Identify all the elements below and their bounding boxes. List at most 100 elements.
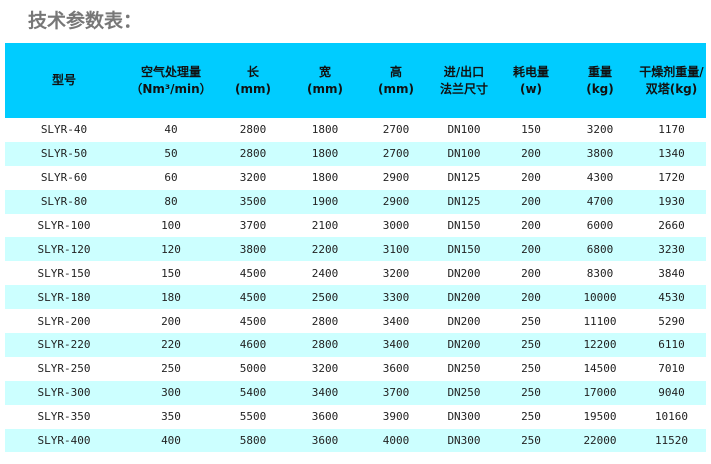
table-cell: 12200	[563, 333, 637, 357]
table-cell: SLYR-120	[5, 237, 123, 262]
table-cell: 1720	[658, 171, 685, 185]
table-cell: 3200	[586, 123, 614, 137]
table-cell: 40	[164, 123, 178, 137]
table-cell: SLYR-180	[5, 285, 123, 310]
table-cell: 1900	[287, 189, 363, 214]
table-cell: 2700	[363, 141, 429, 166]
column-header: 高 (mm)	[363, 43, 429, 118]
table-cell: 6000	[586, 219, 614, 232]
table-cell: 2900	[363, 189, 429, 214]
table-cell: 1930	[637, 189, 706, 214]
column-header-l2: (w)	[519, 81, 543, 96]
table-cell: 200	[521, 171, 541, 185]
table-cell: 220	[123, 333, 219, 357]
table-cell: 5400	[219, 380, 287, 405]
column-header-l2: (mm)	[378, 81, 414, 96]
table-row: SLYR-180 180 4500 2500 3300 DN200 200 10000 4530	[5, 285, 706, 310]
table-cell: 3200	[239, 171, 267, 185]
column-header-l2: (mm)	[307, 81, 343, 96]
table-cell: 2660	[658, 219, 685, 232]
table-cell: 80	[123, 189, 219, 214]
table-row: SLYR-400 400 5800 3600 4000 DN300 250 22000 1152…	[5, 428, 706, 453]
column-header: 空气处理量 （Nm³/min）	[123, 43, 219, 118]
table-cell: 6110	[637, 333, 706, 357]
table-cell: 3300	[363, 285, 429, 310]
column-header-l1: 干燥剂重量/	[639, 64, 704, 79]
table-cell: 1170	[658, 123, 685, 137]
table-cell: DN150	[447, 219, 481, 232]
table-cell: 250	[499, 428, 563, 453]
table-cell: DN250	[447, 362, 481, 376]
table-cell: 3400	[287, 380, 363, 405]
table-cell: 3200	[382, 266, 410, 280]
table-cell: 200	[521, 266, 541, 280]
column-header-l1: 耗电量	[512, 64, 549, 79]
table-row: SLYR-150 150 4500 2400 3200 DN200 200 8300 3840	[5, 261, 706, 285]
table-cell: 3840	[658, 266, 685, 280]
column-header-l1: 进/出口	[443, 64, 485, 79]
table-cell: 1800	[311, 123, 339, 137]
table-cell: 350	[161, 410, 181, 424]
table-cell: DN150	[429, 237, 499, 262]
table-cell: 180	[123, 285, 219, 310]
column-header: 干燥剂重量/双塔(kg)	[637, 43, 706, 118]
table-cell: 250	[521, 314, 541, 328]
column-header: 进/出口 法兰尺寸	[429, 43, 499, 118]
table-cell: 5000	[239, 362, 267, 376]
table-cell: 9040	[637, 380, 706, 405]
table-cell: DN125	[429, 189, 499, 214]
table-cell: 2500	[287, 285, 363, 310]
table-cell: 200	[499, 141, 563, 166]
table-cell: 120	[123, 237, 219, 262]
column-header-l1: 型号	[51, 73, 76, 87]
table-row: SLYR-200 200 4500 2800 3400 DN200 250 11100 5290	[5, 309, 706, 333]
table-row: SLYR-350 350 5500 3600 3900 DN300 250 19500 1016…	[5, 405, 706, 429]
table-cell: 2900	[382, 171, 410, 185]
table-cell: 4530	[637, 285, 706, 310]
table-cell: 1800	[311, 171, 339, 185]
table-cell: 2200	[287, 237, 363, 262]
column-header-l1: 长	[246, 64, 259, 79]
table-row: SLYR-80 80 3500 1900 2900 DN125 200 4700 1930	[5, 189, 706, 214]
column-header: 长 (mm)	[219, 43, 287, 118]
table-row: SLYR-40 40 2800 1800 2700 DN100 150 3200 1170	[5, 118, 706, 142]
table-cell: SLYR-300	[5, 380, 123, 405]
table-cell: 2800	[239, 123, 267, 137]
table-cell: SLYR-40	[40, 123, 88, 137]
table-cell: 4600	[219, 333, 287, 357]
table-cell: 2100	[311, 219, 339, 232]
table-row: SLYR-100 100 3700 2100 3000 DN150 200 6000 2660	[5, 214, 706, 238]
table-cell: 4700	[563, 189, 637, 214]
table-cell: 4300	[586, 171, 614, 185]
column-header-l2: (kg)	[586, 81, 614, 96]
spec-table: 型号 空气处理量 （Nm³/min）长 (mm) 宽 (mm) 高 (mm) 进/出口 法兰尺寸耗…	[5, 43, 706, 453]
table-cell: 250	[161, 362, 181, 376]
page-title: 技术参数表：	[28, 10, 143, 32]
table-cell: 300	[123, 380, 219, 405]
table-cell: SLYR-250	[37, 362, 91, 376]
table-cell: 3500	[219, 189, 287, 214]
table-cell: DN200	[447, 314, 481, 328]
table-cell: DN300	[447, 410, 481, 424]
table-cell: 2800	[287, 333, 363, 357]
column-header-l2: (mm)	[235, 81, 271, 96]
table-cell: 150	[161, 266, 181, 280]
table-cell: 250	[499, 333, 563, 357]
table-cell: 5800	[219, 428, 287, 453]
table-cell: DN250	[429, 380, 499, 405]
table-cell: 3200	[311, 362, 339, 376]
table-cell: 7010	[658, 362, 685, 376]
table-cell: DN200	[447, 266, 481, 280]
table-cell: 200	[499, 189, 563, 214]
table-cell: 200	[499, 285, 563, 310]
table-cell: 200	[521, 219, 541, 232]
table-cell: 3700	[239, 219, 267, 232]
table-cell: DN100	[429, 141, 499, 166]
table-cell: SLYR-350	[37, 410, 91, 424]
table-row: SLYR-120 120 3800 2200 3100 DN150 200 6800 3230	[5, 237, 706, 262]
column-header-l1: 宽	[318, 64, 331, 79]
table-cell: 8300	[586, 266, 614, 280]
table-cell: 400	[123, 428, 219, 453]
column-header: 耗电量 (w)	[499, 43, 563, 118]
table-cell: 250	[499, 380, 563, 405]
